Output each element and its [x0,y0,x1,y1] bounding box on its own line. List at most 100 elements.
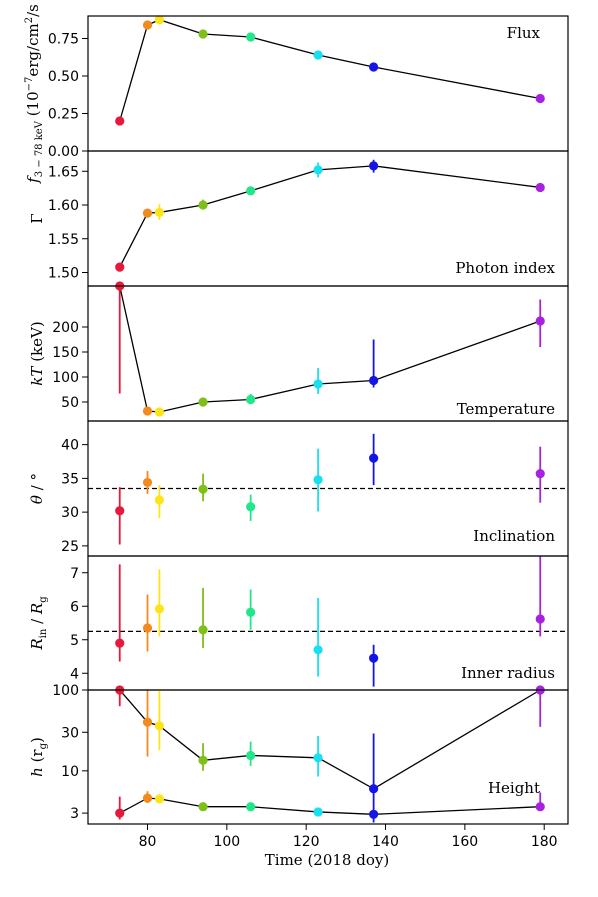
y-tick-label: 35 [61,471,79,487]
panel-flux: 0.00 0.25 0.50 0.75 Flux f3 − 78 keV (10−7erg… [24,4,569,184]
y-tick-label: 0.25 [48,107,79,123]
y-tick-label: 3 [70,806,79,822]
x-tick-label: 160 [451,834,478,850]
panel-inclination: 25 30 35 40 Inclination θ / ° [28,420,569,557]
panel-title: Inner radius [461,664,555,682]
data-point [246,394,256,405]
data-point [313,50,323,60]
y-axis-label: θ / ° [28,473,46,504]
data-point [142,793,153,803]
x-tick-label: 140 [372,834,399,850]
y-tick-label: 0.75 [48,32,79,48]
series-height-upper [115,685,545,823]
x-axis-label: Time (2018 doy) [265,851,389,869]
data-point [369,653,379,663]
panel-frame [87,689,569,825]
panel-temperature: 50 100 150 200 Temperature kT (keV) [28,281,569,422]
data-point [198,397,208,407]
data-point [535,182,545,193]
data-point [313,753,323,763]
data-point [246,32,256,42]
data-point [198,29,208,39]
y-tick-label: 7 [70,566,79,582]
data-point [142,20,153,30]
series-height-lower [115,791,545,820]
series-line [119,19,541,122]
data-point [115,808,125,818]
data-point [313,475,323,485]
data-point [142,717,153,727]
y-tick-label: 30 [61,725,79,741]
y-tick-label: 1.65 [48,164,79,180]
data-point [154,207,165,218]
data-point [198,484,208,494]
data-point [115,262,125,272]
y-tick-label: 1.60 [48,198,79,214]
data-point [369,161,379,171]
y-axis-label: kT (keV) [28,321,46,385]
y-tick-label: 1.55 [48,232,79,248]
data-point [313,165,323,175]
y-tick-label: 4 [70,666,79,682]
y-tick-label: 0.50 [48,69,79,85]
panel-photon-index: 1.50 1.55 1.60 1.65 Photon index Γ [28,150,569,287]
y-tick-label: 6 [70,599,79,615]
y-tick-label: 150 [52,345,79,361]
panel-title: Inclination [473,527,555,545]
x-tick-label: 80 [139,834,157,850]
y-tick-label: 40 [61,438,79,454]
data-point [142,406,153,416]
series-temperature-main [115,281,545,417]
series-inclination-main [115,433,545,545]
series-line [119,689,541,790]
y-tick-label: 50 [61,395,79,411]
panel-title: Temperature [457,400,555,418]
y-tick-label: 200 [52,320,79,336]
series-inner-radius-main [115,556,545,687]
data-point [154,407,165,417]
data-point [154,15,165,25]
data-point [198,200,208,210]
data-point [246,502,256,512]
data-point [115,638,125,648]
data-point [246,750,256,761]
data-point [142,208,153,218]
y-axis-label: Rin / Rg [28,596,49,651]
y-tick-label: 10 [61,764,79,780]
y-axis-label: f3 − 78 keV (10−7erg/cm2/s [24,4,45,184]
data-point [535,614,545,624]
data-point [369,375,379,386]
data-point [313,807,323,817]
x-tick-label: 120 [293,834,320,850]
y-tick-label: 5 [70,633,79,649]
data-point [142,477,153,488]
data-point [313,379,323,389]
y-tick-label: 0.00 [48,144,79,160]
panel-inner-radius: 4 5 6 7 Inner radius Rin / Rg [28,555,569,691]
data-point [369,784,379,794]
x-tick-label: 100 [213,834,240,850]
data-point [246,186,256,196]
data-point [154,495,165,505]
data-point [154,604,165,614]
panel-height: 3 10 30 100 Height h (rg) [28,683,569,825]
panel-frame [87,15,569,152]
data-point [369,453,379,463]
y-axis-label: Γ [28,213,46,223]
series-line [119,797,541,815]
data-point [198,625,208,635]
data-point [142,623,153,633]
panel-title: Photon index [455,259,555,277]
series-flux-main [115,15,545,126]
series-line [119,165,541,268]
data-point [246,802,256,812]
data-point [535,802,545,812]
y-axis-label: h (rg) [28,737,49,777]
panel-title: Height [488,779,540,797]
panel-title: Flux [507,24,541,42]
data-point [535,93,545,104]
data-point [369,62,379,72]
data-point [115,506,125,516]
y-tick-label: 1.50 [48,266,79,282]
x-tick-label: 180 [531,834,558,850]
